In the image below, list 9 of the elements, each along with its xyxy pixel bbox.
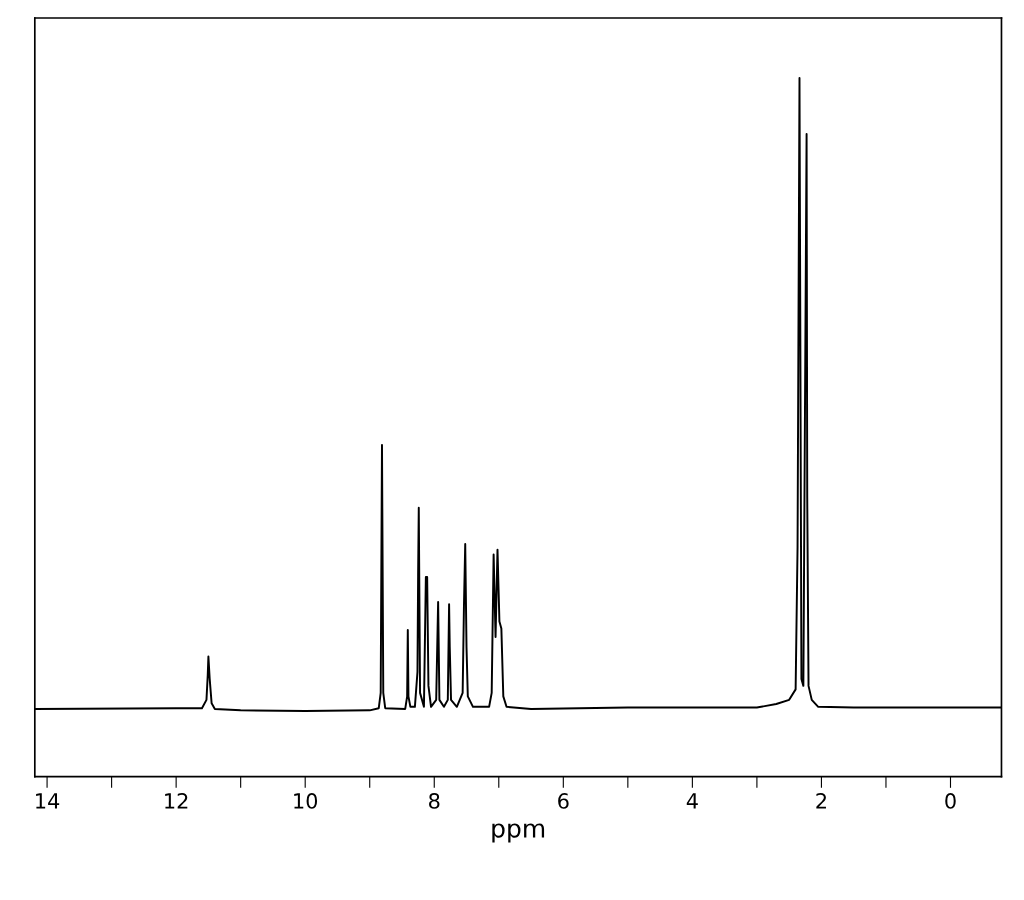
x-tick-label: 4 (686, 793, 698, 809)
x-tick-label: 2 (816, 793, 826, 809)
x-tick-label: 0 (945, 793, 956, 809)
x-tick-label: 10 (294, 793, 318, 809)
x-tick-label: 12 (165, 793, 188, 809)
x-axis-title: ppm (492, 823, 545, 843)
x-tick-label: 8 (429, 793, 440, 809)
x-tick-label: 14 (36, 793, 60, 809)
x-tick-label: 6 (558, 793, 569, 809)
